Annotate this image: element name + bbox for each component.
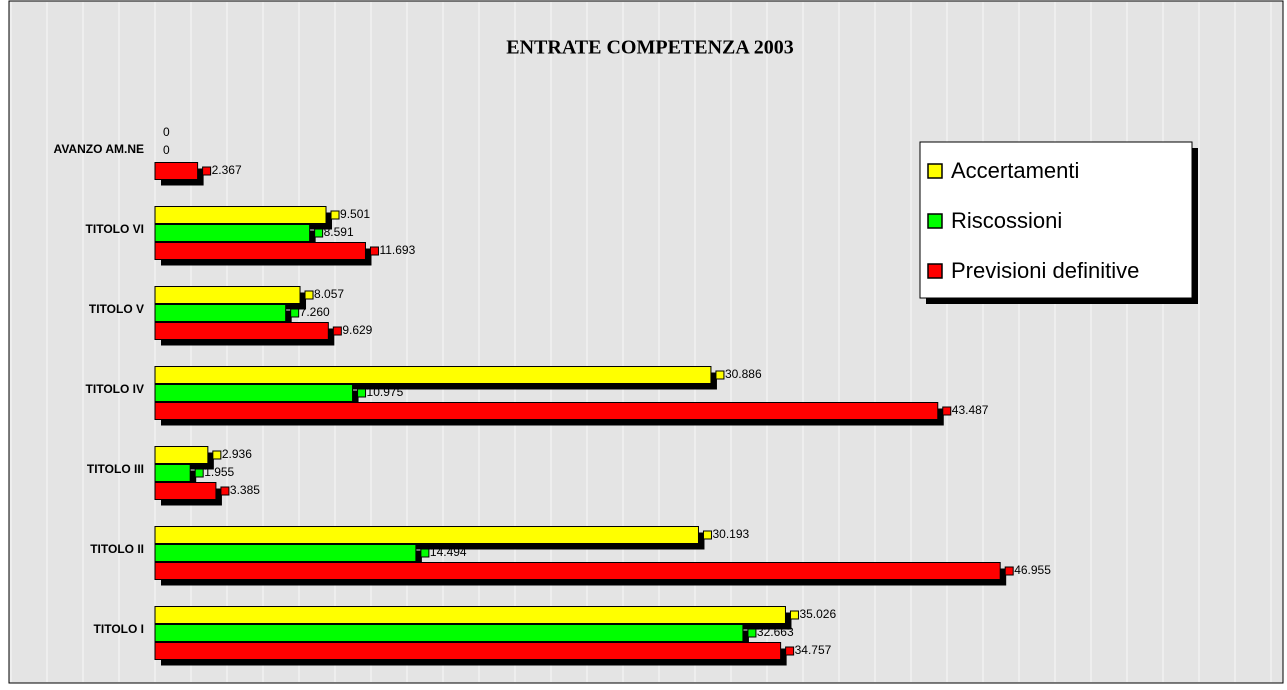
label-key <box>212 450 222 460</box>
value-label: 11.693 <box>379 243 415 257</box>
bar <box>154 446 209 464</box>
label-key <box>715 370 725 380</box>
bar <box>154 322 329 340</box>
label-key <box>290 308 300 318</box>
label-key <box>220 486 230 496</box>
y-tick-label: AVANZO AM.NE <box>54 142 144 156</box>
label-key <box>747 628 757 638</box>
legend-label: Riscossioni <box>951 208 1062 233</box>
y-tick-label: TITOLO VI <box>86 222 144 236</box>
legend: Accertamenti Riscossioni Previsioni defini… <box>919 141 1198 304</box>
label-key <box>789 610 799 620</box>
value-label: 9.501 <box>340 207 370 221</box>
value-label: 10.975 <box>367 385 404 399</box>
value-label: 43.487 <box>952 403 989 417</box>
value-label: 9.629 <box>342 323 372 337</box>
bar <box>154 384 354 402</box>
bar <box>154 242 366 260</box>
legend-label: Accertamenti <box>951 158 1079 183</box>
y-tick-label: TITOLO I <box>94 622 144 636</box>
label-key <box>202 166 212 176</box>
bar <box>154 304 287 322</box>
value-label: 8.057 <box>314 287 344 301</box>
value-label: 8.591 <box>324 225 354 239</box>
bar <box>154 482 217 500</box>
label-key <box>942 406 952 416</box>
chart-title: ENTRATE COMPETENZA 2003 <box>506 37 793 59</box>
legend-key <box>927 213 943 229</box>
value-label: 7.260 <box>300 305 330 319</box>
bar <box>154 562 1001 580</box>
value-label: 30.193 <box>712 527 749 541</box>
label-key <box>1004 566 1014 576</box>
label-key <box>420 548 430 558</box>
value-label: 2.367 <box>212 163 242 177</box>
marks: AVANZO AM.NE 0 0 2.367 TITOLO VI 9.501 8.591 11… <box>54 125 1051 666</box>
bar <box>154 526 699 544</box>
value-label: 32.663 <box>757 625 794 639</box>
value-label: 46.955 <box>1014 563 1051 577</box>
value-label: 0 <box>163 143 170 157</box>
y-tick-label: TITOLO V <box>89 302 144 316</box>
value-label: 30.886 <box>725 367 762 381</box>
bar <box>154 286 301 304</box>
bar <box>154 606 786 624</box>
bar <box>154 544 417 562</box>
value-label: 0 <box>163 125 170 139</box>
value-label: 14.494 <box>430 545 467 559</box>
label-key <box>330 210 340 220</box>
label-key <box>304 290 314 300</box>
bar <box>154 642 782 660</box>
bar <box>154 624 744 642</box>
label-key <box>194 468 204 478</box>
value-label: 34.757 <box>795 643 832 657</box>
value-label: 2.936 <box>222 447 252 461</box>
bar <box>154 366 712 384</box>
value-label: 35.026 <box>799 607 836 621</box>
legend-key <box>927 263 943 279</box>
value-label: 1.955 <box>204 465 234 479</box>
label-key <box>369 246 379 256</box>
bar <box>154 464 191 482</box>
bar <box>154 402 939 420</box>
label-key <box>332 326 342 336</box>
bar <box>154 206 327 224</box>
legend-key <box>927 163 943 179</box>
legend-label: Previsioni definitive <box>951 258 1139 283</box>
bar <box>154 162 199 180</box>
legend-box <box>919 141 1193 299</box>
label-key <box>357 388 367 398</box>
bar <box>154 224 311 242</box>
y-tick-label: TITOLO III <box>87 462 144 476</box>
label-key <box>785 646 795 656</box>
label-key <box>702 530 712 540</box>
y-tick-label: TITOLO IV <box>86 382 144 396</box>
label-key <box>314 228 324 238</box>
y-tick-label: TITOLO II <box>90 542 144 556</box>
value-label: 3.385 <box>230 483 260 497</box>
